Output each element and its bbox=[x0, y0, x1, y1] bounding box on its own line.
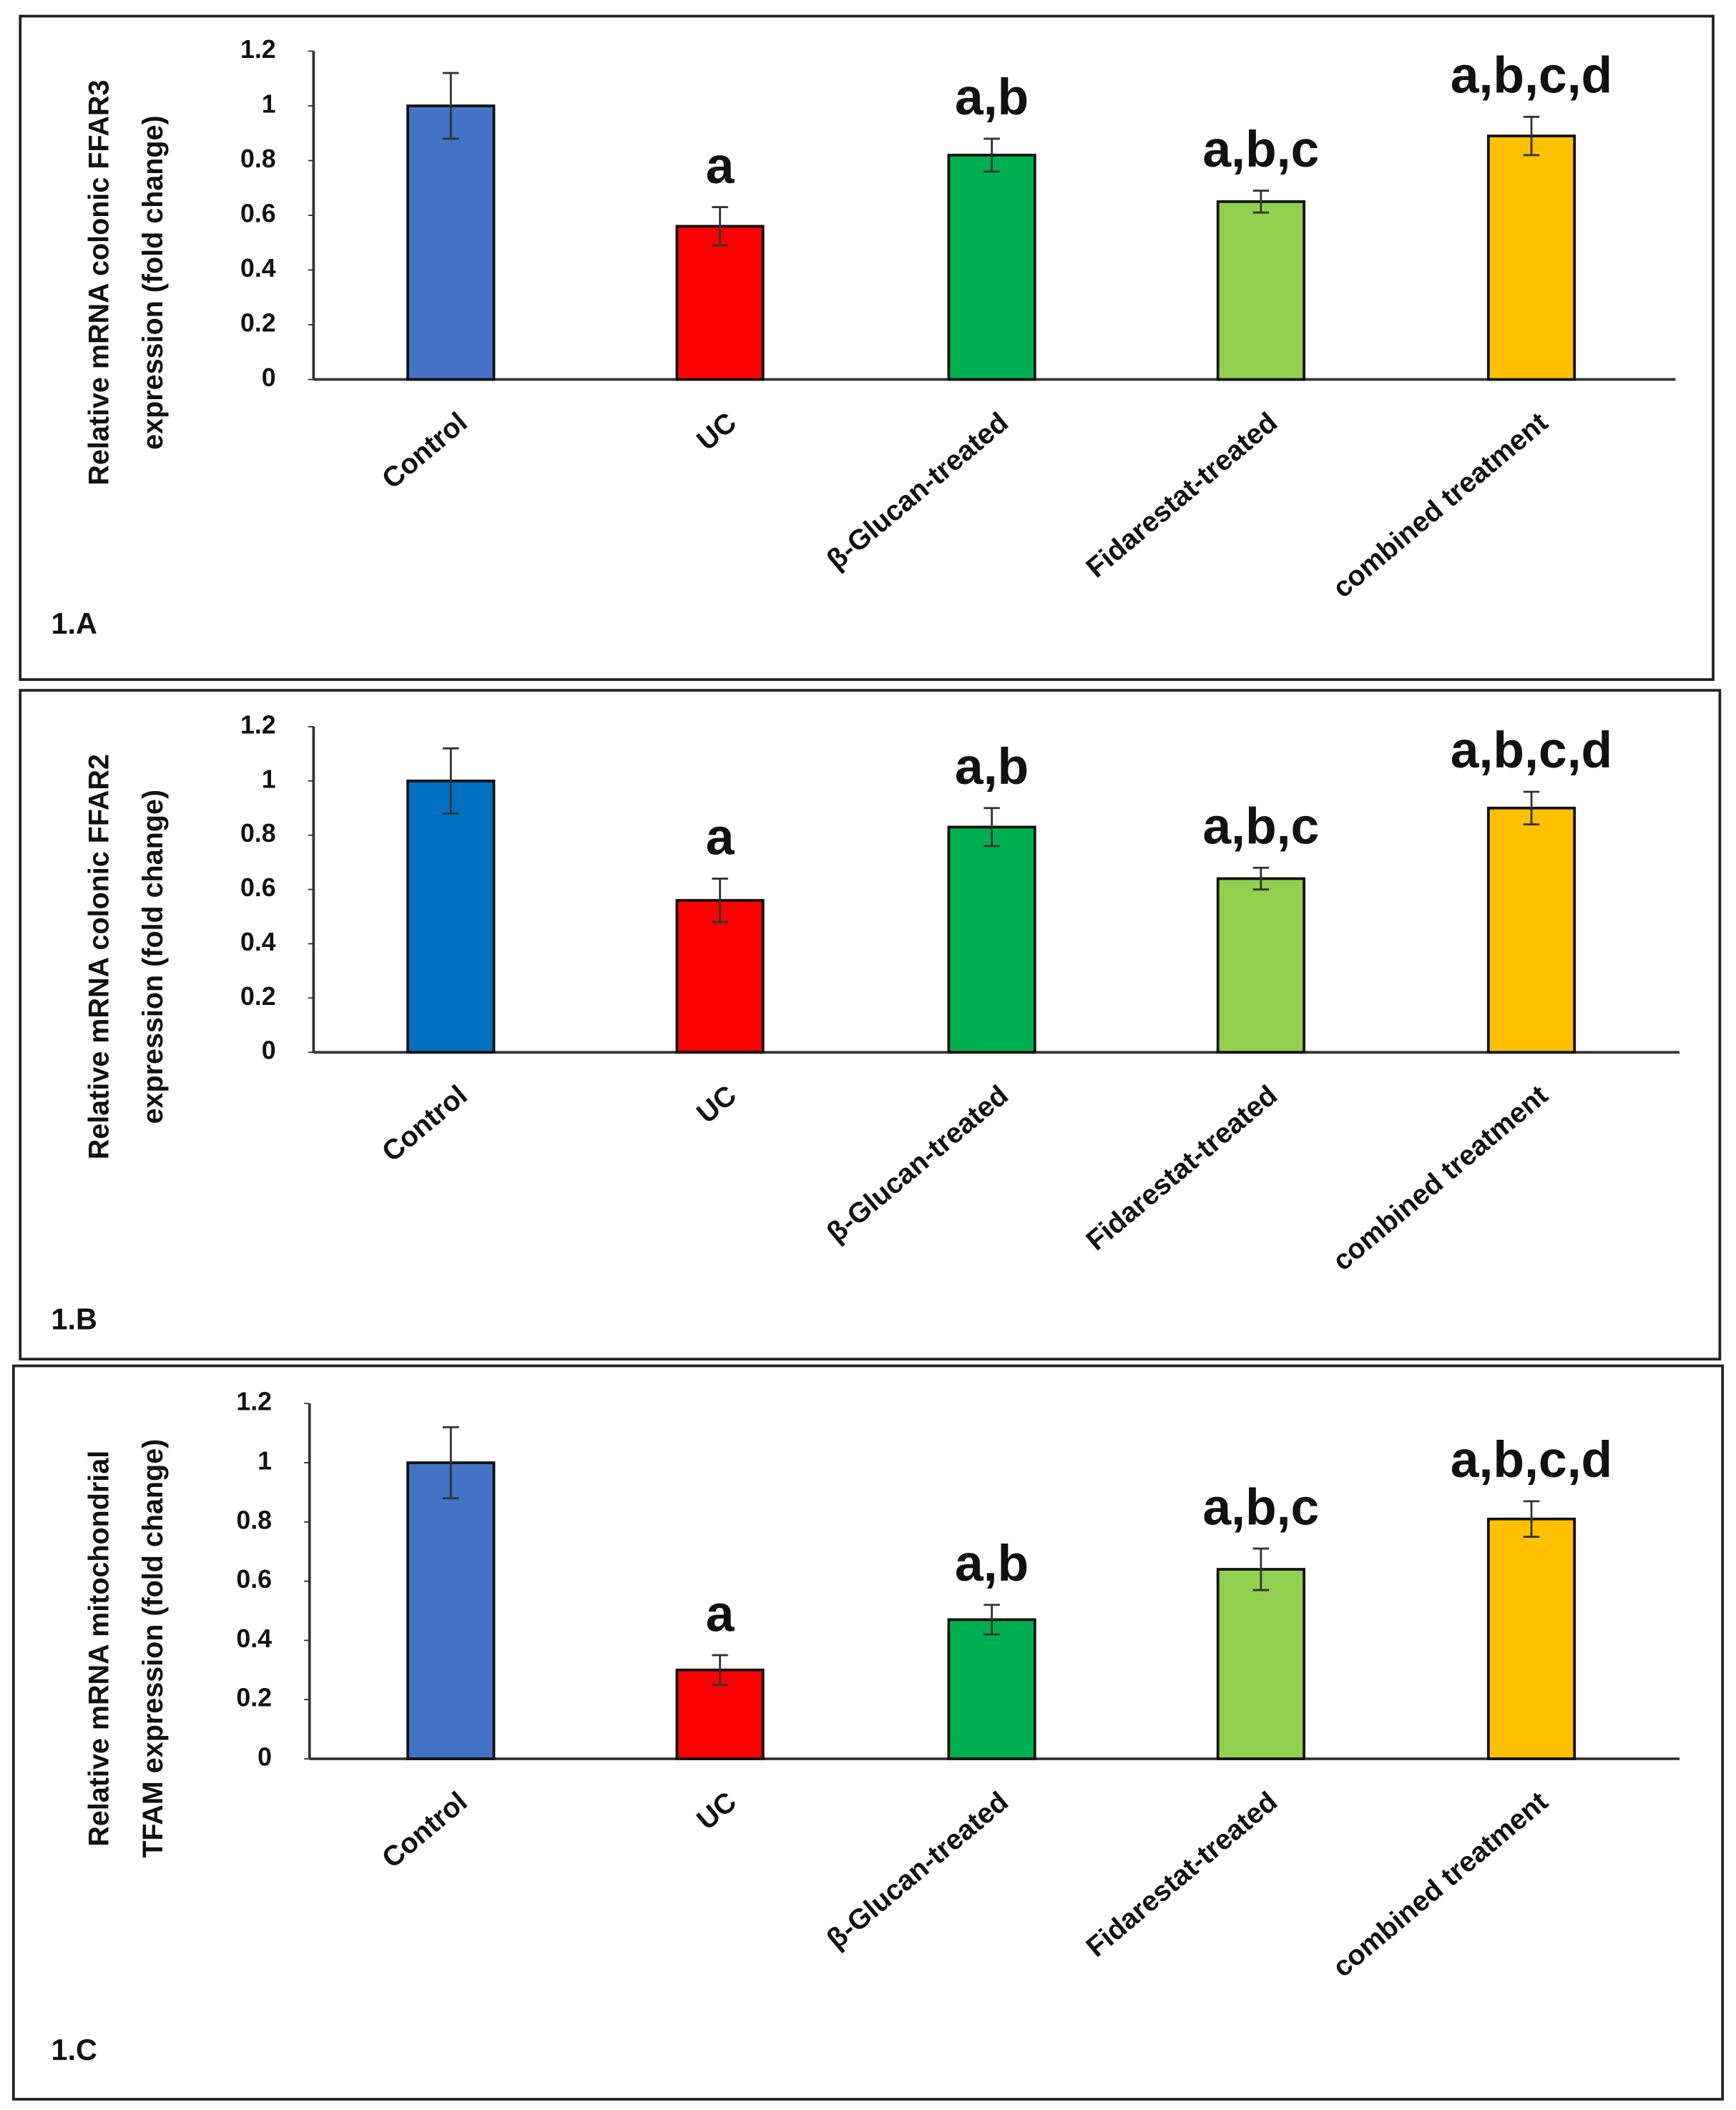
x-tick-label: Control bbox=[376, 406, 474, 495]
error-bar bbox=[1523, 1500, 1540, 1538]
error-bar bbox=[984, 1604, 1000, 1636]
significance-label: a,b,c bbox=[1202, 798, 1319, 855]
bar bbox=[406, 1461, 496, 1760]
y-tick-label: 0 bbox=[258, 1742, 272, 1771]
y-tick-label: 0 bbox=[262, 363, 276, 392]
panel-label: 1.A bbox=[52, 607, 97, 640]
y-tick-label: 0.8 bbox=[236, 1506, 272, 1534]
panel-frame bbox=[19, 689, 1722, 1361]
x-tick-label: Control bbox=[376, 1079, 474, 1168]
panel-label: 1.C bbox=[52, 2033, 97, 2066]
y-tick-label: 0.2 bbox=[240, 308, 276, 337]
y-axis-label: expression (fold change) bbox=[137, 115, 169, 450]
y-tick-label: 1.2 bbox=[240, 35, 276, 64]
error-bar bbox=[984, 807, 1000, 848]
bar bbox=[675, 898, 765, 1054]
y-axis-label: Relative mRNA colonic FFAR2 bbox=[84, 754, 115, 1159]
y-axis-label: Relative mRNA colonic FFAR3 bbox=[84, 80, 115, 486]
bar bbox=[1486, 1517, 1576, 1760]
error-bar bbox=[712, 206, 728, 247]
error-bar bbox=[1523, 115, 1540, 157]
y-axis-label: expression (fold change) bbox=[137, 790, 169, 1124]
x-tick-label: Fidarestat-treated bbox=[1080, 1786, 1283, 1963]
significance-label: a,b,c bbox=[1202, 121, 1319, 178]
significance-label: a,b,c bbox=[1202, 1478, 1319, 1536]
bar bbox=[406, 779, 496, 1054]
x-tick-label: Control bbox=[376, 1786, 474, 1875]
error-bar bbox=[984, 137, 1000, 173]
significance-label: a bbox=[706, 137, 735, 195]
bar bbox=[947, 825, 1036, 1054]
significance-label: a,b bbox=[955, 1535, 1029, 1592]
y-axis-label: Relative mRNA mitochondrial bbox=[84, 1451, 115, 1847]
bar bbox=[1486, 806, 1576, 1054]
y-tick-label: 1 bbox=[262, 89, 276, 118]
significance-label: a bbox=[706, 809, 735, 866]
y-tick-label: 0.6 bbox=[240, 873, 276, 902]
bar bbox=[675, 225, 765, 381]
panel-label: 1.B bbox=[52, 1302, 97, 1335]
significance-label: a bbox=[706, 1585, 735, 1642]
significance-label: a,b,c,d bbox=[1451, 1431, 1612, 1488]
error-bar bbox=[442, 1426, 459, 1500]
significance-label: a,b bbox=[955, 69, 1029, 126]
bar bbox=[1216, 1568, 1305, 1760]
x-tick-label: β-Glucan-treated bbox=[821, 1079, 1014, 1249]
bar bbox=[1216, 200, 1305, 381]
error-bar bbox=[1252, 866, 1270, 891]
y-tick-label: 0.8 bbox=[240, 819, 276, 848]
y-tick-label: 0.4 bbox=[240, 254, 276, 283]
bar bbox=[1486, 134, 1576, 381]
error-bar bbox=[1523, 790, 1540, 825]
error-bar bbox=[1252, 1547, 1270, 1591]
error-bar bbox=[1252, 190, 1270, 214]
significance-label: a,b,c,d bbox=[1451, 722, 1612, 779]
x-tick-label: combined treatment bbox=[1327, 1786, 1554, 1983]
significance-label: a,b bbox=[955, 738, 1029, 795]
y-axis-label: TFAM expression (fold change) bbox=[137, 1439, 169, 1858]
x-tick-label: UC bbox=[691, 406, 742, 456]
x-tick-label: UC bbox=[691, 1786, 742, 1836]
error-bar bbox=[442, 72, 459, 140]
x-tick-label: Fidarestat-treated bbox=[1080, 406, 1283, 584]
error-bar bbox=[712, 878, 728, 923]
panel-frame bbox=[19, 14, 1715, 681]
bar bbox=[947, 153, 1036, 381]
y-tick-label: 1 bbox=[258, 1446, 272, 1475]
x-tick-label: Fidarestat-treated bbox=[1080, 1079, 1283, 1257]
y-tick-label: 0.4 bbox=[240, 928, 276, 956]
error-bar bbox=[712, 1654, 728, 1686]
y-tick-label: 0.2 bbox=[240, 982, 276, 1011]
y-tick-label: 0.4 bbox=[236, 1624, 272, 1653]
y-tick-label: 0.2 bbox=[236, 1684, 272, 1712]
x-tick-label: combined treatment bbox=[1327, 406, 1554, 604]
significance-label: a,b,c,d bbox=[1451, 47, 1612, 104]
y-tick-label: 1.2 bbox=[236, 1388, 272, 1416]
x-tick-label: β-Glucan-treated bbox=[821, 406, 1014, 576]
y-tick-label: 0.6 bbox=[236, 1565, 272, 1594]
y-tick-label: 0.6 bbox=[240, 199, 276, 227]
bar bbox=[947, 1618, 1036, 1760]
y-tick-label: 0 bbox=[262, 1036, 276, 1065]
x-tick-label: UC bbox=[691, 1079, 742, 1129]
y-tick-label: 1 bbox=[262, 765, 276, 793]
panel-frame bbox=[11, 1364, 1725, 2101]
bar bbox=[1216, 877, 1305, 1054]
x-tick-label: combined treatment bbox=[1327, 1079, 1554, 1277]
y-tick-label: 1.2 bbox=[240, 710, 276, 739]
x-tick-label: β-Glucan-treated bbox=[821, 1786, 1014, 1956]
bar bbox=[406, 104, 496, 381]
y-tick-label: 0.8 bbox=[240, 144, 276, 173]
error-bar bbox=[442, 747, 459, 815]
